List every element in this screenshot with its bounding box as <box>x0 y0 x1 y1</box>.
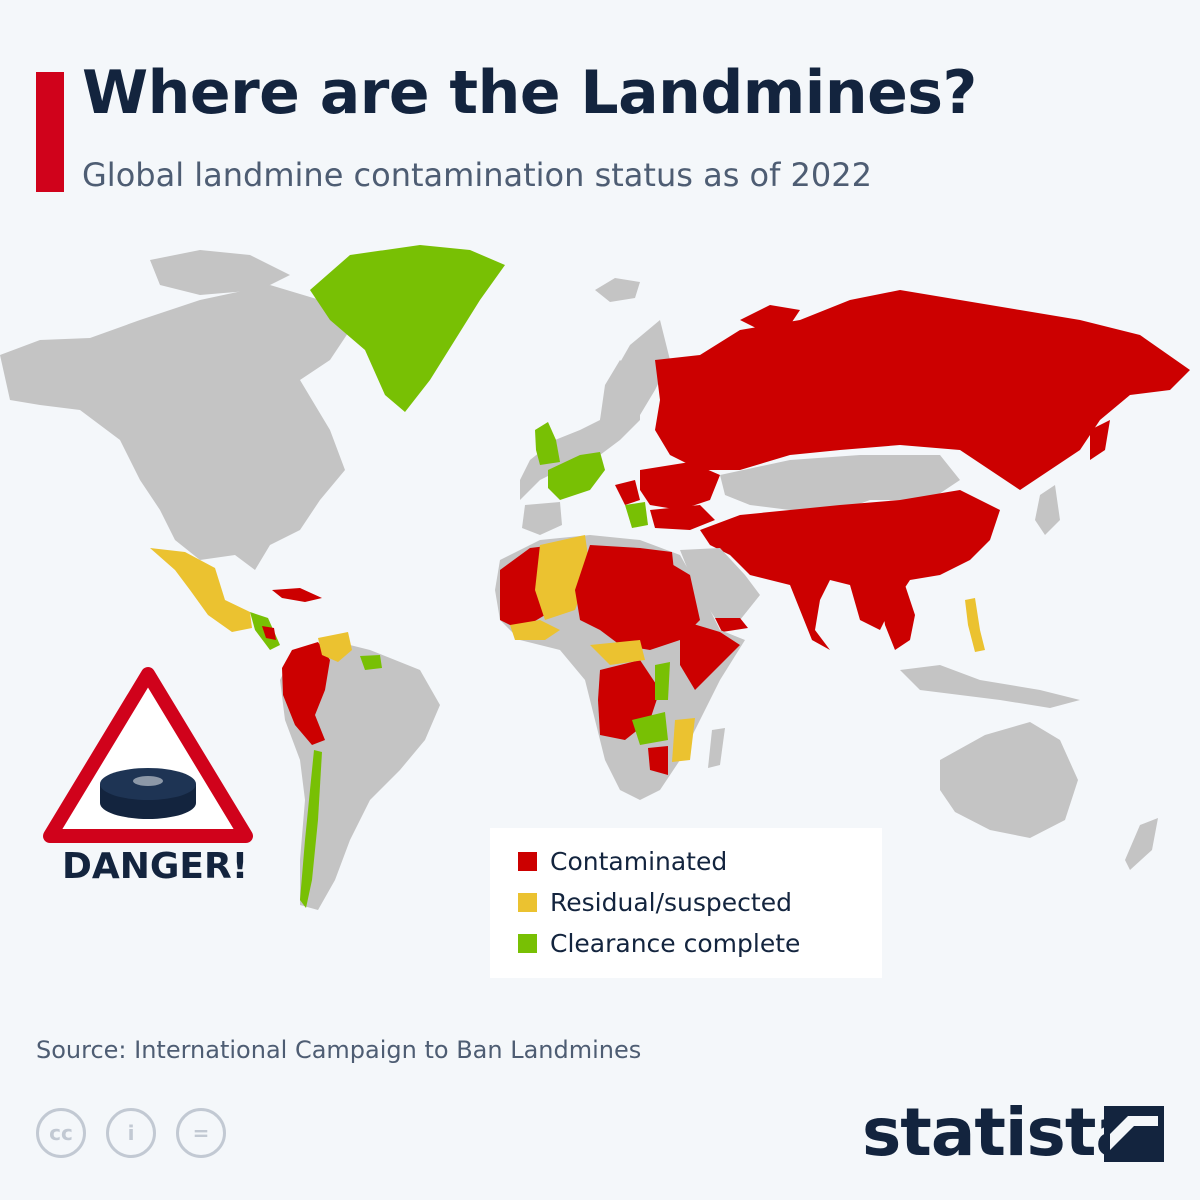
region-mozambique <box>672 718 695 762</box>
region-central-america-red <box>262 626 276 640</box>
region-west-africa-residual <box>510 620 560 640</box>
region-canadian-arctic <box>150 250 290 295</box>
legend-item-cleared: Clearance complete <box>518 928 800 958</box>
region-venezuela <box>318 632 352 662</box>
region-philippines <box>965 598 985 652</box>
region-asia-contaminated <box>700 490 1000 650</box>
region-zambia-green <box>632 712 668 745</box>
region-colombia-peru <box>282 642 330 745</box>
region-se-asia <box>880 585 915 650</box>
legend-swatch <box>518 933 537 953</box>
region-east-africa-green <box>655 662 670 700</box>
region-yemen <box>715 618 748 632</box>
region-sahel-residual <box>590 640 645 665</box>
legend-label: Contaminated <box>550 846 728 876</box>
region-balkans-red <box>615 480 640 505</box>
region-australia <box>940 722 1078 838</box>
region-caribbean <box>272 588 322 602</box>
legend-item-contaminated: Contaminated <box>518 846 727 876</box>
region-scandinavia <box>600 320 670 420</box>
region-arabia <box>680 548 760 620</box>
region-iberia <box>522 502 562 535</box>
region-madagascar <box>708 728 725 768</box>
region-kamchatka <box>1090 420 1110 460</box>
noderivs-icon[interactable]: = <box>176 1108 226 1158</box>
region-greenland <box>310 245 505 412</box>
world-map <box>0 245 1190 910</box>
region-ukraine-turkey <box>640 462 720 510</box>
region-zimbabwe <box>648 746 668 775</box>
page-subtitle: Global landmine contamination status as … <box>82 156 872 194</box>
region-chile <box>300 750 322 908</box>
region-balkans-green <box>625 502 648 528</box>
statista-logo-icon[interactable] <box>1104 1106 1164 1162</box>
map-legend: Contaminated Residual/suspected Clearanc… <box>490 828 882 978</box>
page-title: Where are the Landmines? <box>82 58 977 128</box>
legend-item-residual: Residual/suspected <box>518 887 792 917</box>
legend-label: Residual/suspected <box>550 887 792 917</box>
region-north-america <box>0 285 350 570</box>
cc-icon[interactable]: cc <box>36 1108 86 1158</box>
region-mexico <box>150 548 252 632</box>
legend-swatch <box>518 892 537 912</box>
region-indonesia <box>900 665 1080 708</box>
landmine-warning-icon <box>43 667 253 843</box>
region-egypt <box>640 548 675 580</box>
attribution-icon[interactable]: i <box>106 1108 156 1158</box>
region-uk <box>535 422 560 465</box>
region-algeria <box>535 535 590 620</box>
danger-label: DANGER! <box>62 846 249 887</box>
region-russia <box>655 290 1190 490</box>
license-icons: cc i = <box>36 1108 246 1162</box>
region-south-america <box>280 640 440 910</box>
region-russia-north <box>740 305 800 330</box>
legend-swatch <box>518 851 537 871</box>
region-iceland <box>595 278 640 302</box>
region-france-germany <box>548 452 605 500</box>
region-turkey <box>650 505 715 530</box>
source-note: Source: International Campaign to Ban La… <box>36 1036 642 1064</box>
region-guianas <box>360 655 382 670</box>
region-japan <box>1035 485 1060 535</box>
region-horn-africa <box>680 620 740 690</box>
legend-label: Clearance complete <box>550 928 801 958</box>
title-accent-bar <box>36 72 64 192</box>
statista-brand[interactable]: statista <box>862 1094 1140 1171</box>
region-new-zealand <box>1125 818 1158 870</box>
